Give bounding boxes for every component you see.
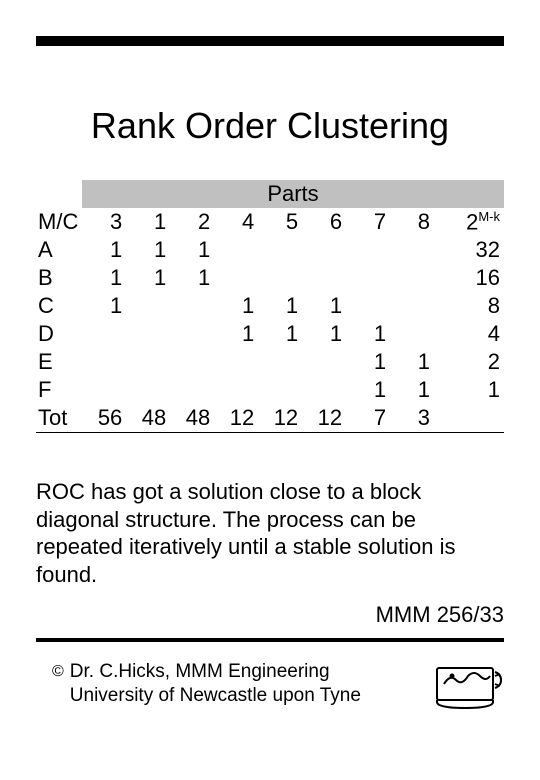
footer-line1: Dr. C.Hicks, MMM Engineering bbox=[70, 661, 330, 682]
crest-icon bbox=[432, 662, 502, 710]
roc-table: Parts M/C312456782M-kA11132B11116C11118D… bbox=[36, 180, 504, 433]
table-cell: 1 bbox=[126, 236, 170, 264]
table-cell bbox=[126, 348, 170, 376]
table-cell: 4 bbox=[434, 320, 504, 348]
table-cell bbox=[126, 376, 170, 404]
table-cell: 1 bbox=[214, 292, 258, 320]
col-header: 6 bbox=[302, 208, 346, 236]
row-label: D bbox=[36, 320, 82, 348]
table-cell bbox=[302, 376, 346, 404]
table-cell: 1 bbox=[258, 292, 302, 320]
row-label: A bbox=[36, 236, 82, 264]
table-cell bbox=[346, 292, 390, 320]
table-cell: 32 bbox=[434, 236, 504, 264]
table-cell bbox=[126, 292, 170, 320]
table-cell: 1 bbox=[346, 348, 390, 376]
table-cell: 1 bbox=[214, 320, 258, 348]
table-cell: 2 bbox=[434, 348, 504, 376]
table-cell: 16 bbox=[434, 264, 504, 292]
footer-text: Dr. C.Hicks, MMM Engineering University … bbox=[70, 660, 432, 708]
table-cell: 1 bbox=[346, 320, 390, 348]
top-rule bbox=[36, 36, 504, 46]
table-cell bbox=[346, 264, 390, 292]
parts-header: Parts bbox=[82, 180, 504, 208]
col-header: 3 bbox=[82, 208, 126, 236]
table-cell bbox=[82, 348, 126, 376]
table-cell bbox=[390, 292, 434, 320]
table-cell bbox=[126, 320, 170, 348]
table-cell bbox=[170, 376, 214, 404]
table-cell bbox=[258, 236, 302, 264]
table-cell: 1 bbox=[434, 376, 504, 404]
row-label: E bbox=[36, 348, 82, 376]
table-cell bbox=[434, 404, 504, 432]
copyright-icon: © bbox=[52, 663, 64, 681]
table-cell: 1 bbox=[302, 292, 346, 320]
table-cell bbox=[302, 236, 346, 264]
table-cell: 1 bbox=[346, 376, 390, 404]
table-cell bbox=[346, 236, 390, 264]
col-header: 2 bbox=[170, 208, 214, 236]
table-cell: 48 bbox=[170, 404, 214, 432]
row-label: F bbox=[36, 376, 82, 404]
bottom-rule bbox=[36, 638, 504, 642]
table-cell: 1 bbox=[126, 264, 170, 292]
table-cell: 1 bbox=[258, 320, 302, 348]
table-cell: 1 bbox=[302, 320, 346, 348]
table-cell bbox=[258, 264, 302, 292]
row-label: Tot bbox=[36, 404, 82, 432]
table-cell: 48 bbox=[126, 404, 170, 432]
table-cell: 3 bbox=[390, 404, 434, 432]
table-cell bbox=[170, 320, 214, 348]
page-title: Rank Order Clustering bbox=[0, 105, 540, 147]
col-header: 8 bbox=[390, 208, 434, 236]
table-cell bbox=[390, 264, 434, 292]
table-cell: 1 bbox=[170, 236, 214, 264]
table-cell bbox=[82, 320, 126, 348]
row-header-label: M/C bbox=[36, 208, 82, 236]
table-cell: 12 bbox=[214, 404, 258, 432]
table-cell bbox=[170, 348, 214, 376]
row-label: C bbox=[36, 292, 82, 320]
table-cell bbox=[214, 348, 258, 376]
table-cell bbox=[170, 292, 214, 320]
table-cell bbox=[390, 320, 434, 348]
footer-line2: University of Newcastle upon Tyne bbox=[70, 685, 361, 706]
row-label: B bbox=[36, 264, 82, 292]
table-cell: 1 bbox=[82, 236, 126, 264]
table-cell: 56 bbox=[82, 404, 126, 432]
col-header: 7 bbox=[346, 208, 390, 236]
table-cell bbox=[82, 376, 126, 404]
table-cell bbox=[214, 376, 258, 404]
table-cell bbox=[302, 348, 346, 376]
table-cell: 8 bbox=[434, 292, 504, 320]
table-cell: 1 bbox=[82, 292, 126, 320]
body-paragraph: ROC has got a solution close to a block … bbox=[36, 478, 504, 588]
table-cell: 1 bbox=[390, 348, 434, 376]
table-cell bbox=[258, 348, 302, 376]
course-code: MMM 256/33 bbox=[376, 602, 504, 628]
table-cell: 12 bbox=[302, 404, 346, 432]
table-cell: 12 bbox=[258, 404, 302, 432]
table-cell: 7 bbox=[346, 404, 390, 432]
table-cell bbox=[214, 264, 258, 292]
table-cell bbox=[302, 264, 346, 292]
table-cell: 1 bbox=[390, 376, 434, 404]
col-header-weight: 2M-k bbox=[434, 208, 504, 236]
table-cell bbox=[390, 236, 434, 264]
footer: © Dr. C.Hicks, MMM Engineering Universit… bbox=[52, 660, 502, 710]
col-header: 1 bbox=[126, 208, 170, 236]
col-header: 5 bbox=[258, 208, 302, 236]
table-cell bbox=[258, 376, 302, 404]
col-header: 4 bbox=[214, 208, 258, 236]
table-cell bbox=[214, 236, 258, 264]
table-cell: 1 bbox=[82, 264, 126, 292]
table-cell: 1 bbox=[170, 264, 214, 292]
